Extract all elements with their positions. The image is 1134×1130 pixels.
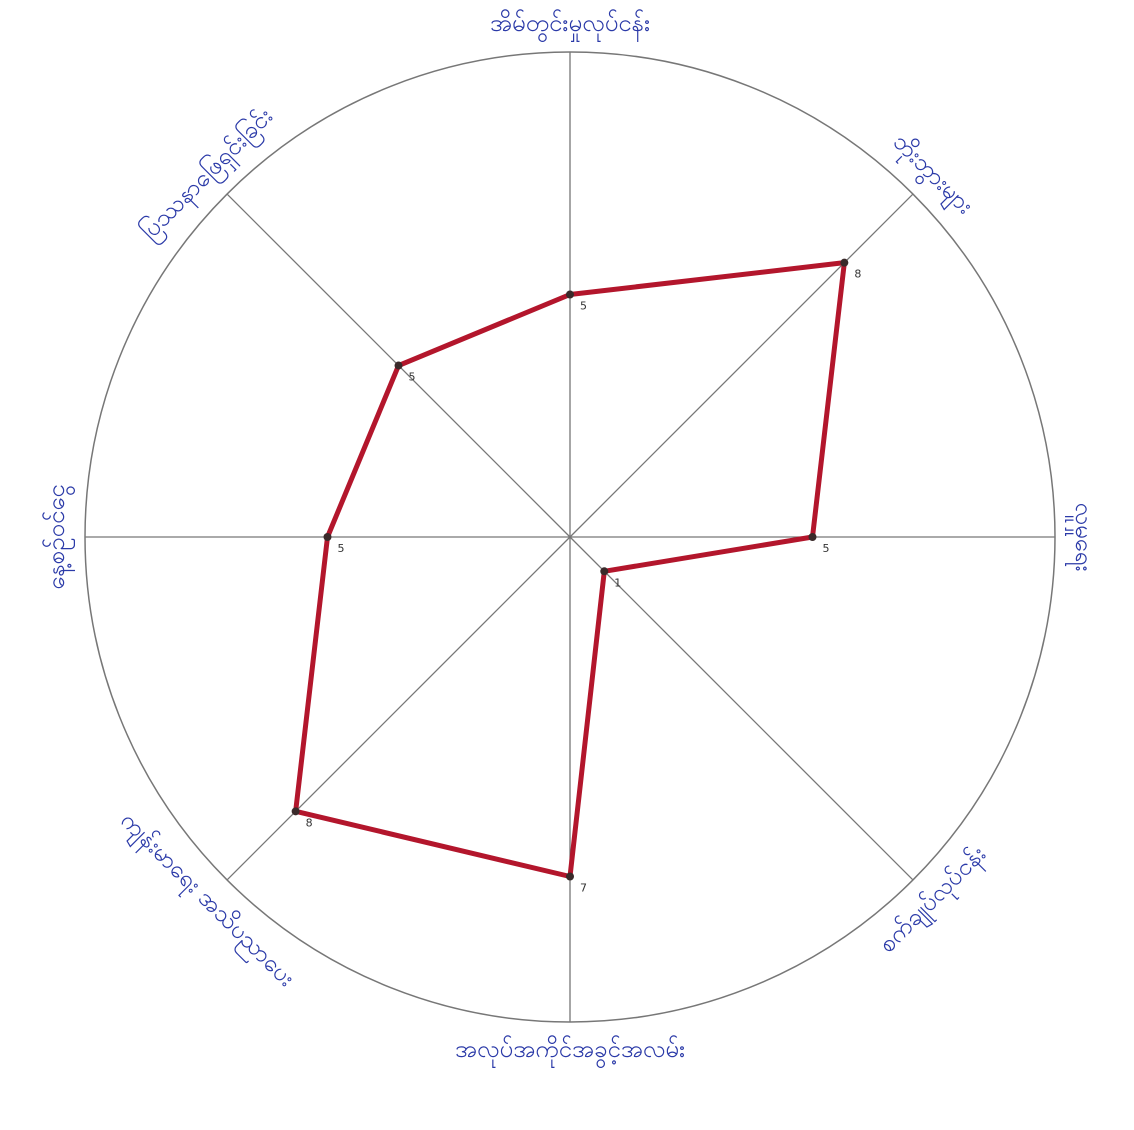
- value-label: 8: [854, 268, 861, 281]
- data-point: [809, 533, 817, 541]
- data-point: [840, 259, 848, 267]
- axis-label: နေ့စဉ်ဝင်ငွေ: [41, 484, 76, 589]
- axis-label: အလုပ်အကိုင်အခွင့်အလမ်း: [455, 1034, 685, 1069]
- data-point: [395, 362, 403, 370]
- data-point: [324, 533, 332, 541]
- chart: အိမ်တွင်းမှုလုပ်ငန်းဘိုးဘွားများလူမှုရေး…: [0, 0, 1134, 1130]
- axis-label: အိမ်တွင်းမှုလုပ်ငန်း: [490, 8, 650, 43]
- value-label: 5: [409, 371, 416, 384]
- spoke: [570, 537, 913, 880]
- value-label: 7: [580, 882, 587, 895]
- value-label: 5: [823, 542, 830, 555]
- value-label: 1: [614, 576, 621, 589]
- data-point: [292, 807, 300, 815]
- data-point: [566, 291, 574, 299]
- spoke: [570, 194, 913, 537]
- axis-label: လူမှုရေး: [1065, 502, 1098, 571]
- data-point: [600, 567, 608, 575]
- spoke: [227, 537, 570, 880]
- data-point: [566, 873, 574, 881]
- value-label: 5: [580, 300, 587, 313]
- value-label: 8: [306, 816, 313, 829]
- value-label: 5: [338, 542, 345, 555]
